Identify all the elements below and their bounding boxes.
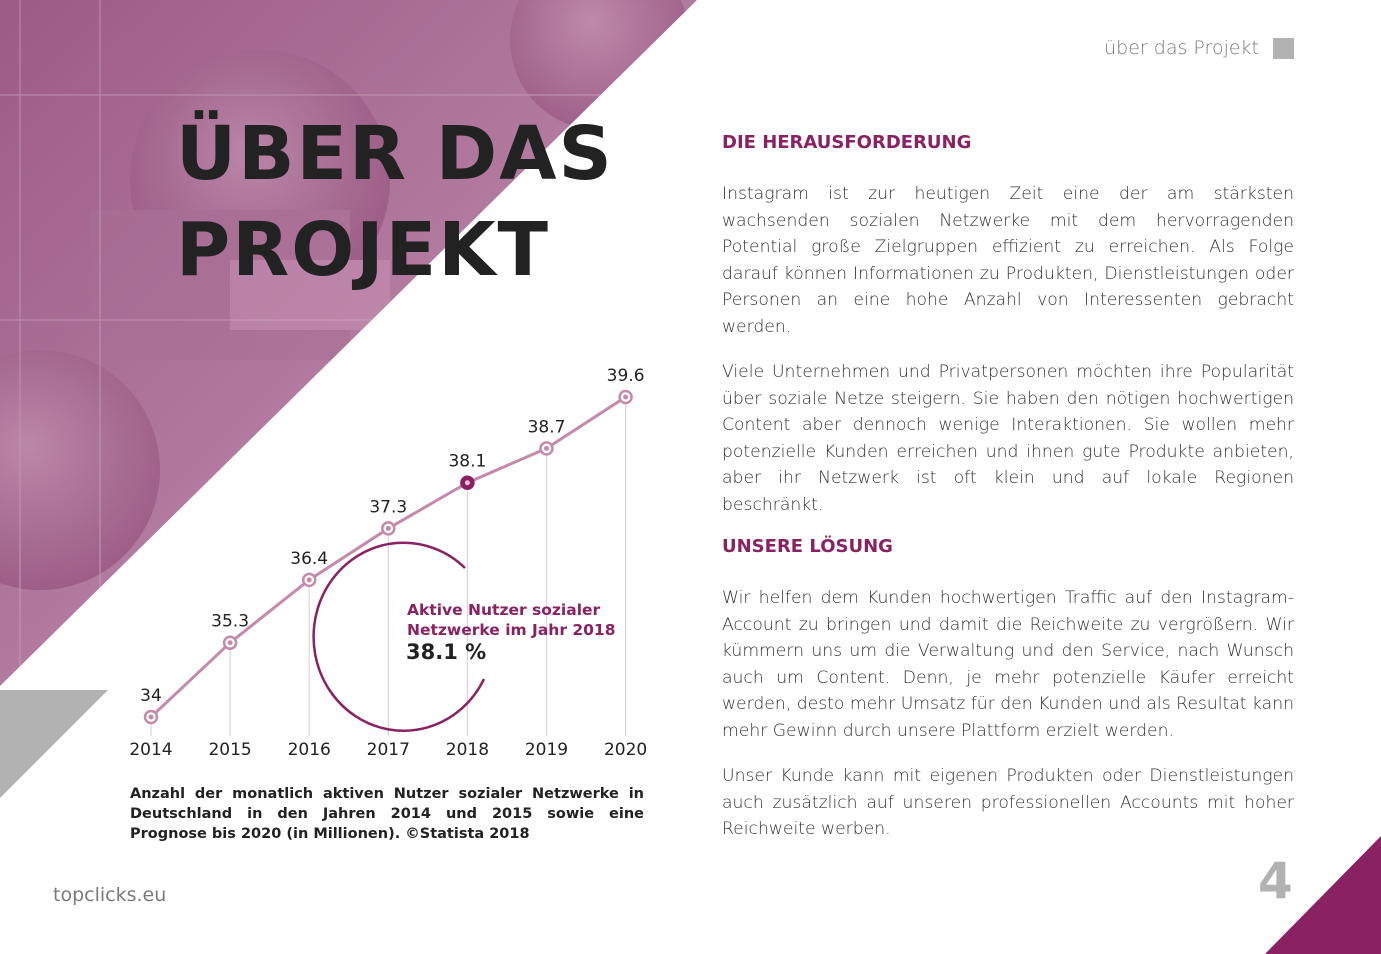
challenge-heading: DIE HERAUSFORDERUNG (722, 132, 972, 153)
chart-caption: Anzahl der monatlich aktiven Nutzer sozi… (130, 786, 644, 842)
page-number: 4 (1258, 852, 1293, 910)
value-label-2020: 39.6 (607, 366, 645, 386)
value-label-2018: 38.1 (448, 452, 486, 472)
challenge-paragraph-2: Viele Unternehmen und Privatpersonen möc… (722, 362, 1294, 515)
page-title-line-1: ÜBER DAS (176, 111, 614, 197)
value-label-2014: 34 (140, 686, 162, 706)
chart-gridlines (150, 397, 627, 736)
footer-url: topclicks.eu (53, 884, 167, 906)
solution-heading: UNSERE LÖSUNG (722, 536, 893, 557)
data-point-center-2014 (148, 714, 154, 720)
solution-paragraph-1: Wir helfen dem Kunden hochwertigen Traff… (722, 588, 1294, 741)
data-point-center-2018 (464, 480, 470, 486)
gray-triangle-decoration (0, 690, 108, 798)
value-label-2015: 35.3 (211, 612, 249, 632)
photo-triangle (0, 0, 697, 686)
x-label-2018: 2018 (446, 740, 489, 760)
value-label-2019: 38.7 (528, 417, 566, 437)
x-label-2015: 2015 (208, 740, 251, 760)
header-square-icon (1273, 38, 1294, 59)
x-label-2017: 2017 (367, 740, 410, 760)
data-point-center-2020 (623, 394, 629, 400)
data-point-center-2016 (306, 577, 312, 583)
value-label-2017: 37.3 (369, 497, 407, 517)
highlight-arc (312, 541, 486, 732)
page-title: ÜBER DAS PROJEKT (176, 106, 656, 298)
chart-points (143, 389, 633, 725)
value-label-2016: 36.4 (290, 549, 328, 569)
challenge-paragraph-1: Instagram ist zur heutigen Zeit eine der… (722, 184, 1294, 337)
page-title-line-2: PROJEKT (176, 207, 551, 293)
chart-x-axis-labels: 2014 2015 2016 2017 2018 2019 2020 (129, 740, 647, 760)
x-label-2020: 2020 (604, 740, 647, 760)
x-label-2019: 2019 (525, 740, 568, 760)
solution-paragraph-2: Unser Kunde kann mit eigenen Produkten o… (722, 766, 1294, 839)
purple-corner-decoration (1265, 836, 1381, 954)
x-label-2014: 2014 (129, 740, 172, 760)
x-label-2016: 2016 (288, 740, 331, 760)
chart-value-labels: 34 35.3 36.4 37.3 38.1 38.7 39.6 (140, 366, 644, 706)
data-point-center-2019 (544, 445, 549, 451)
data-point-center-2017 (385, 525, 391, 531)
data-point-center-2015 (227, 640, 233, 646)
highlight-label: Aktive Nutzer sozialer Netzwerke im Jahr… (407, 601, 616, 639)
header-label: über das Projekt (1104, 37, 1259, 59)
highlight-value: 38.1 % (406, 640, 487, 664)
